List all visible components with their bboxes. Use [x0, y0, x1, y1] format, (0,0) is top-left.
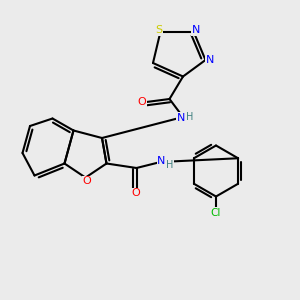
Text: O: O	[131, 188, 140, 199]
Text: S: S	[155, 25, 163, 35]
Text: N: N	[206, 55, 214, 65]
Text: N: N	[191, 25, 200, 35]
Text: H: H	[166, 160, 173, 170]
Text: O: O	[82, 176, 91, 186]
Text: O: O	[137, 97, 146, 107]
Text: N: N	[157, 156, 166, 166]
Text: N: N	[176, 112, 185, 123]
Text: Cl: Cl	[211, 208, 221, 218]
Text: H: H	[186, 112, 193, 122]
